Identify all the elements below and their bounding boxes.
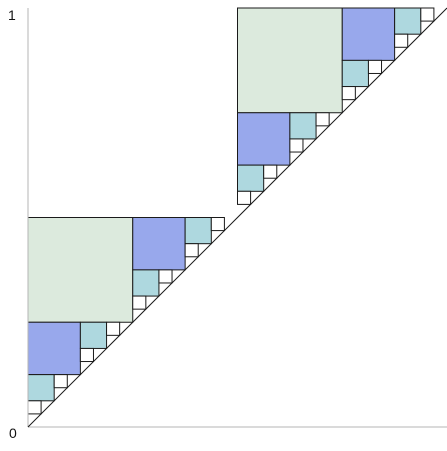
tiny-square xyxy=(420,7,435,22)
small-square xyxy=(184,217,212,245)
tiny-square xyxy=(27,400,42,415)
tiny-square xyxy=(132,295,147,310)
lines-layer xyxy=(27,7,447,428)
medium-square xyxy=(27,321,81,376)
squares-layer xyxy=(27,7,435,415)
tiny-square xyxy=(341,86,356,101)
medium-square xyxy=(341,7,396,61)
tiny-square xyxy=(158,269,173,284)
small-square xyxy=(79,321,108,349)
tiny-square xyxy=(367,59,383,74)
large-square xyxy=(237,7,343,114)
diagonal-line xyxy=(27,7,447,428)
medium-square xyxy=(237,112,291,166)
tiny-square xyxy=(106,321,121,336)
small-square xyxy=(394,7,422,35)
small-square xyxy=(132,269,160,297)
large-square xyxy=(27,217,134,323)
small-square xyxy=(237,164,265,192)
tiny-square xyxy=(263,164,278,179)
tiny-square xyxy=(79,347,94,363)
tiny-square xyxy=(53,374,68,389)
tiny-square xyxy=(315,112,330,127)
small-square xyxy=(27,374,55,402)
tiny-square xyxy=(210,217,225,232)
small-square xyxy=(341,59,369,88)
small-square xyxy=(289,112,317,140)
medium-square xyxy=(132,217,186,271)
tiny-square xyxy=(394,33,409,48)
tiny-square xyxy=(184,243,199,258)
tiny-square xyxy=(237,190,252,205)
tiny-square xyxy=(289,138,304,153)
origin-label: 0 xyxy=(9,425,17,441)
y-axis-top-label: 1 xyxy=(8,7,16,23)
